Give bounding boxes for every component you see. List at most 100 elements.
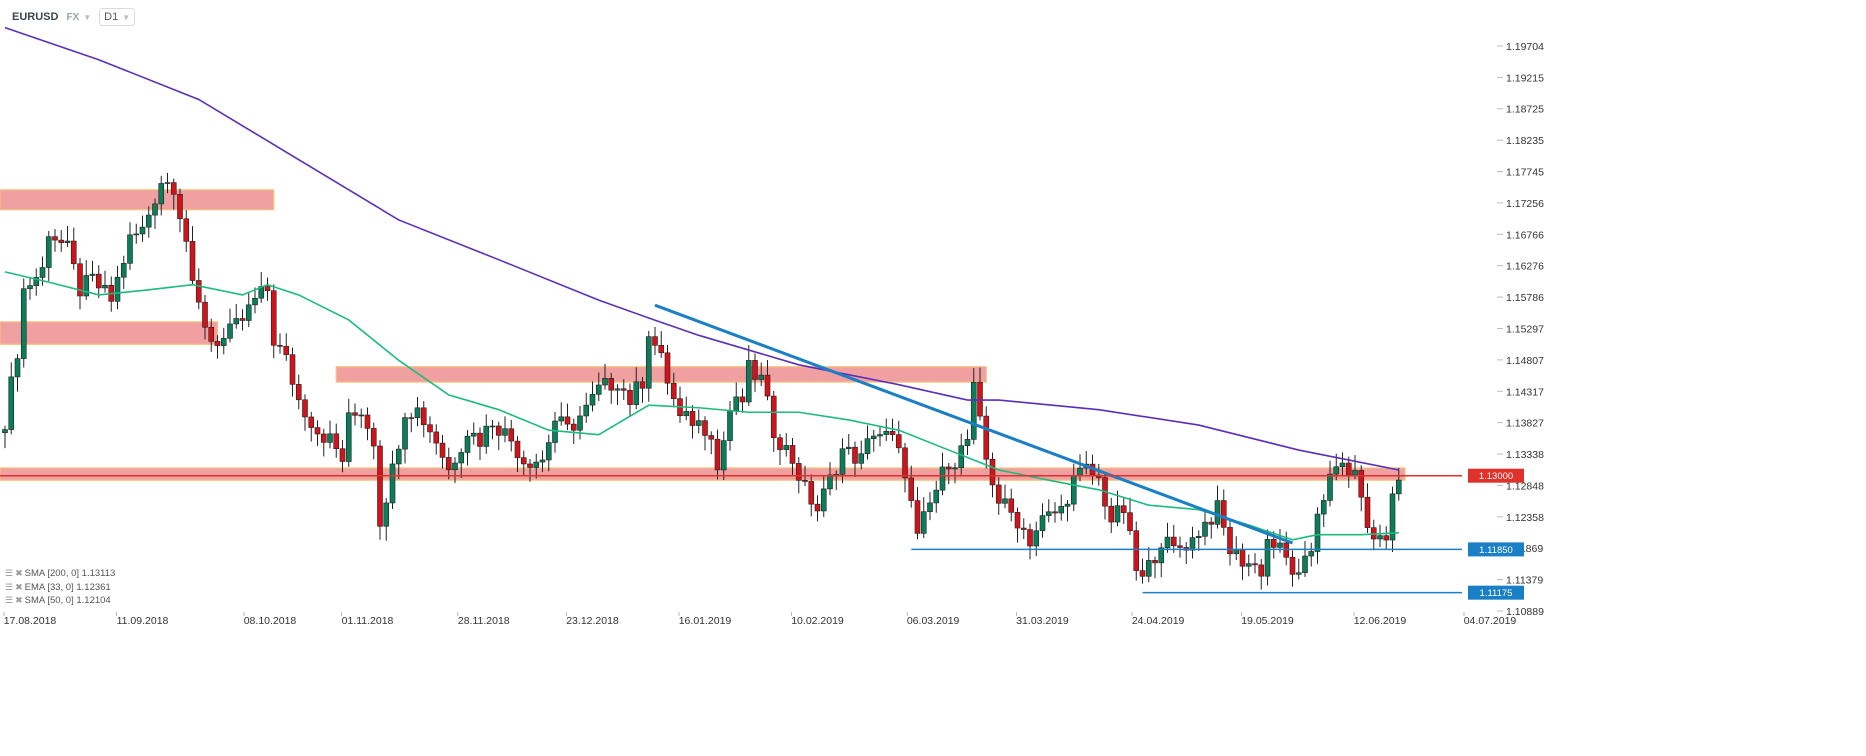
candle-body-up	[470, 432, 477, 437]
candle-body-down	[1258, 564, 1265, 577]
close-icon[interactable]: ✖	[15, 595, 23, 605]
candle	[533, 453, 540, 479]
candle-body-down	[808, 481, 815, 505]
candle	[520, 450, 527, 477]
close-icon[interactable]: ✖	[15, 581, 23, 592]
candle-body-down	[708, 435, 715, 440]
candle	[695, 409, 702, 434]
candle	[152, 198, 158, 229]
candle	[420, 401, 427, 438]
candle	[1295, 558, 1302, 580]
candle	[595, 372, 602, 402]
candle-body-up	[720, 440, 727, 471]
candle	[777, 433, 783, 465]
candle	[1152, 556, 1158, 579]
candle	[895, 420, 902, 454]
candle	[133, 223, 140, 244]
candle	[1164, 522, 1171, 553]
candle-body-up	[114, 276, 121, 302]
candle	[158, 175, 165, 216]
candle-body-down	[495, 425, 502, 436]
close-icon[interactable]: ✖	[15, 568, 23, 578]
market-dropdown[interactable]: FX ▼	[66, 12, 91, 23]
candle	[83, 260, 90, 300]
candle-body-up	[1214, 500, 1221, 525]
candle	[45, 230, 52, 281]
y-tick-label: 1.18235	[1506, 135, 1544, 147]
candle-body-up	[589, 394, 596, 406]
candle-body-up	[395, 448, 402, 465]
candle-body-up	[1033, 530, 1040, 547]
candle-body-up	[839, 448, 846, 475]
candle-body-down	[1220, 500, 1227, 528]
candle-body-up	[1189, 537, 1196, 551]
candle-body-down	[1383, 535, 1390, 541]
candle-body-down	[889, 431, 896, 435]
candle	[633, 367, 640, 410]
candle	[545, 434, 552, 472]
y-tick-label: 1.15786	[1506, 292, 1544, 304]
candle	[1102, 471, 1108, 520]
candle	[227, 308, 233, 343]
candle	[339, 440, 346, 473]
candle-body-up	[877, 434, 883, 437]
candle	[239, 309, 246, 331]
candle-body-up	[1339, 462, 1346, 468]
settings-icon[interactable]: ☰	[5, 595, 14, 605]
candle-body-up	[1308, 551, 1315, 557]
x-tick-label: 06.03.2019	[907, 615, 960, 627]
candle-body-down	[308, 416, 315, 428]
candle-body-down	[977, 381, 983, 417]
candle	[1095, 463, 1102, 486]
candle-body-up	[1395, 479, 1402, 495]
candle	[64, 225, 71, 247]
legend-label: SMA [200, 0] 1.13113	[24, 568, 116, 579]
candle-body-up	[358, 414, 365, 417]
candle-body-up	[502, 428, 508, 436]
candle-body-up	[127, 234, 133, 264]
candle	[289, 347, 296, 397]
candle-body-up	[1389, 493, 1396, 541]
chevron-down-icon: ▼	[83, 12, 92, 22]
candle	[189, 226, 196, 285]
candle	[970, 368, 977, 445]
y-tick-label: 1.12848	[1506, 480, 1544, 492]
candle	[1145, 547, 1152, 583]
x-tick-label: 12.06.2019	[1354, 615, 1407, 627]
legend-label: SMA [50, 0] 1.12104	[24, 595, 111, 606]
candle-body-up	[758, 374, 765, 380]
candle-body-down	[795, 463, 802, 481]
ma-line-sma200	[4, 26, 1399, 471]
candle-body-down	[895, 434, 902, 449]
candle-body-up	[1320, 500, 1327, 515]
candle	[1364, 483, 1371, 534]
candle	[245, 292, 252, 328]
candle-body-down	[364, 414, 371, 429]
candle	[1377, 524, 1383, 548]
candle-body-down	[270, 290, 277, 346]
x-tick-label: 04.07.2019	[1464, 615, 1517, 627]
candle-body-up	[402, 417, 408, 450]
candle-body-down	[1008, 498, 1015, 513]
candle-body-down	[1289, 556, 1296, 575]
candle-body-down	[277, 344, 283, 347]
candle-body-up	[1039, 515, 1046, 532]
settings-icon[interactable]: ☰	[5, 581, 14, 592]
candle-body-down	[289, 354, 296, 385]
x-tick-label: 08.10.2018	[244, 615, 297, 627]
candle	[502, 416, 508, 443]
candle	[1014, 507, 1021, 543]
candle-body-down	[670, 382, 677, 399]
x-tick-label: 28.11.2018	[458, 615, 510, 627]
settings-icon[interactable]: ☰	[5, 568, 14, 578]
candle	[489, 420, 496, 440]
candle-body-up	[1264, 539, 1271, 577]
candle-body-down	[427, 424, 433, 433]
candle-body-up	[964, 439, 971, 446]
candle-body-up	[939, 466, 946, 491]
candle-body-up	[120, 263, 127, 278]
candle	[727, 401, 733, 451]
timeframe-dropdown[interactable]: D1 ▼	[99, 8, 136, 26]
candle-body-down	[1027, 529, 1033, 547]
